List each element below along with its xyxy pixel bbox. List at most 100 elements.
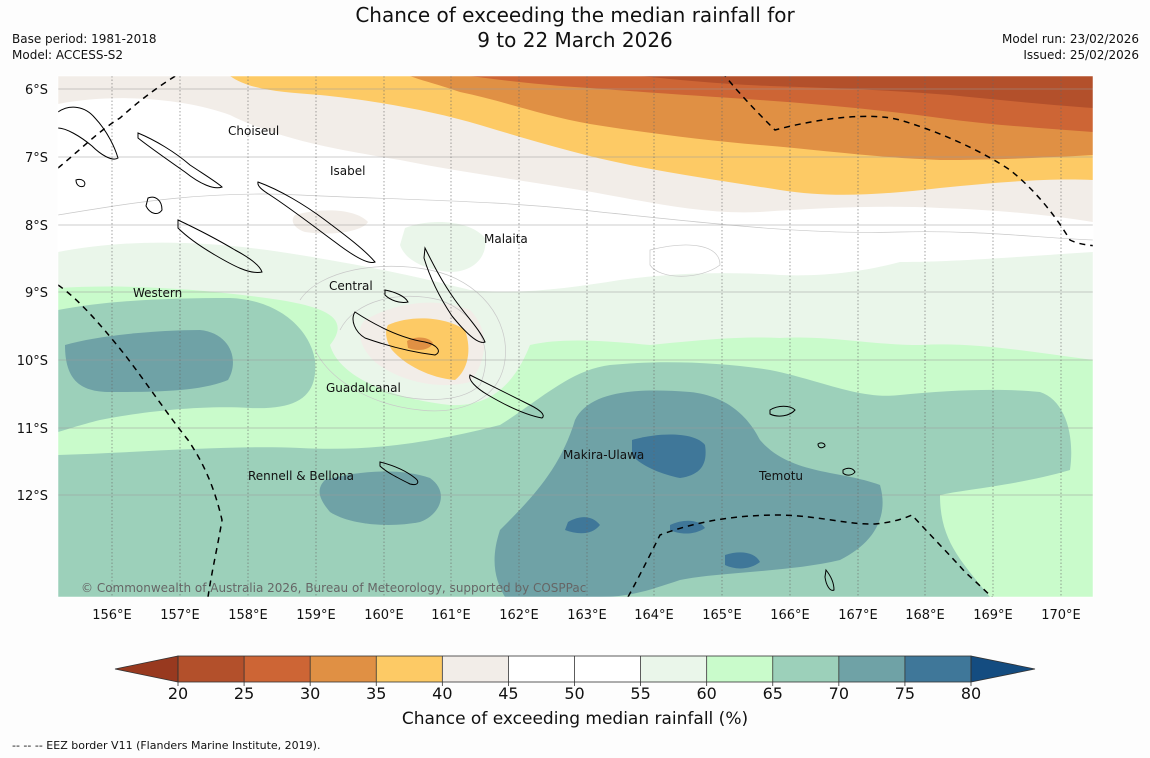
colorbar-tick-label: 60 [696,684,716,703]
colorbar-over-triangle [970,655,1036,683]
rennell-coast [379,461,419,485]
contour-40-45 [292,210,368,234]
contour-70-75 [65,330,233,392]
vanikoro-coast [842,467,856,476]
colorbar-title: Chance of exceeding median rainfall (%) [401,709,749,729]
santa-cruz-coast [769,405,796,417]
lat-label: 8°S [25,219,48,234]
label-choiseul: Choiseul [228,124,279,138]
eez-border-south [627,514,993,597]
colorbar-tick-label: 50 [564,684,584,703]
lat-label: 9°S [25,286,48,301]
colorbar-tick-label: 20 [168,684,188,703]
ranongga-coast [145,196,163,214]
colorbar-segment [310,656,377,682]
lon-label: 161°E [431,608,471,623]
colorbar-tick-label: 25 [234,684,254,703]
label-temotu: Temotu [758,469,803,483]
bougainville-coast [58,106,119,160]
lon-label: 158°E [228,608,268,623]
issued-text: Issued: 25/02/2026 [1023,48,1139,62]
lon-label: 160°E [364,608,404,623]
label-rennell-bellona: Rennell & Bellona [248,469,354,483]
lat-label: 12°S [17,489,48,504]
colorbar-segments [178,656,972,682]
eez-border-west [58,284,223,597]
eez-footnote: -- -- -- EEZ border V11 (Flanders Marine… [12,739,321,752]
lon-label: 163°E [567,608,607,623]
lon-label: 156°E [92,608,132,623]
colorbar-segment [508,656,575,682]
run-info: Model run: 23/02/2026 Issued: 25/02/2026 [1002,31,1139,63]
colorbar-segment [640,656,708,682]
title-line-2: 9 to 22 March 2026 [477,28,673,52]
title-line-1: Chance of exceeding the median rainfall … [355,3,795,27]
contour-75-80 [632,434,706,478]
lat-label: 7°S [25,151,48,166]
label-central: Central [329,279,373,293]
contour-fill-layer: Choiseul Isabel Malaita Central Western … [58,76,1093,597]
colorbar-tick-label: 80 [961,684,981,703]
label-makira-ulawa: Makira-Ulawa [563,448,644,462]
label-malaita: Malaita [484,232,528,246]
label-guadalcanal: Guadalcanal [326,381,401,395]
lon-label: 167°E [838,608,878,623]
model-info: Base period: 1981-2018 Model: ACCESS-S2 [12,31,157,63]
lon-label: 170°E [1041,608,1081,623]
colorbar-tick-label: 35 [366,684,386,703]
lon-label: 162°E [499,608,539,623]
vanuatu-coast [824,568,835,591]
colorbar-tick-label: 70 [829,684,849,703]
contour-70-75 [494,390,883,597]
colorbar-segment [574,656,642,682]
contour-75-80 [725,552,760,569]
lon-label: 168°E [905,608,945,623]
new-georgia-coast [177,219,263,274]
contour-20-25 [640,76,1093,108]
colorbar-segment [706,656,774,682]
coastlines [58,106,856,591]
colorbar-segment [244,656,311,682]
model-name-text: Model: ACCESS-S2 [12,48,124,62]
colorbar-under-triangle [114,655,179,683]
lon-axis: 156°E 157°E 158°E 159°E 160°E 161°E 162°… [92,608,1081,623]
lat-label: 10°S [17,354,48,369]
colorbar-segment [904,656,972,682]
base-period-text: Base period: 1981-2018 [12,32,157,46]
isabel-coast [257,181,376,264]
colorbar-tick-label: 75 [895,684,915,703]
eez-border-east [724,76,1093,247]
map-frame [57,75,1094,598]
lon-label: 157°E [160,608,200,623]
lon-label: 159°E [296,608,336,623]
eez-border [58,76,1093,597]
anuta-coast [817,442,826,449]
model-run-text: Model run: 23/02/2026 [1001,32,1139,46]
colorbar-segment [838,656,906,682]
colorbar-tick-label: 65 [763,684,783,703]
contour-55-60 [400,222,486,272]
colorbar-tick-label: 45 [498,684,518,703]
contour-75-80 [670,520,705,534]
graticule [58,76,1093,597]
colorbar-segment [376,656,443,682]
eez-border-north [58,76,177,169]
label-isabel: Isabel [330,164,365,178]
lon-label: 165°E [702,608,742,623]
colorbar: 20 25 30 35 40 45 50 55 60 65 70 75 80 [114,655,1036,703]
lon-label: 164°E [634,608,674,623]
map-title: Chance of exceeding the median rainfall … [0,3,1150,53]
lat-label: 11°S [17,422,48,437]
contour-75-80 [565,517,600,534]
lon-label: 166°E [770,608,810,623]
copyright-notice: © Commonwealth of Australia 2026, Bureau… [81,581,586,595]
contour-30-35 [407,337,433,351]
colorbar-segment [772,656,840,682]
contour-70-75 [319,471,441,525]
contour-35-40 [386,318,469,380]
malaita-coast [423,246,486,343]
label-western: Western [133,286,182,300]
lat-label: 6°S [25,83,48,98]
florida-islands-coast [384,289,409,303]
